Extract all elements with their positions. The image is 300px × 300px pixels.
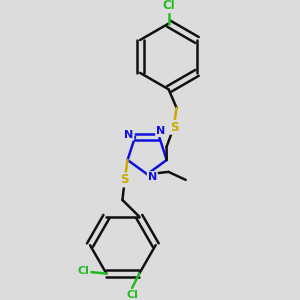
Text: N: N <box>156 126 165 136</box>
Text: S: S <box>121 173 129 187</box>
Text: N: N <box>148 172 157 182</box>
Text: Cl: Cl <box>78 266 89 276</box>
Text: Cl: Cl <box>162 0 175 12</box>
Text: N: N <box>124 130 134 140</box>
Text: S: S <box>170 121 178 134</box>
Text: Cl: Cl <box>126 290 138 300</box>
